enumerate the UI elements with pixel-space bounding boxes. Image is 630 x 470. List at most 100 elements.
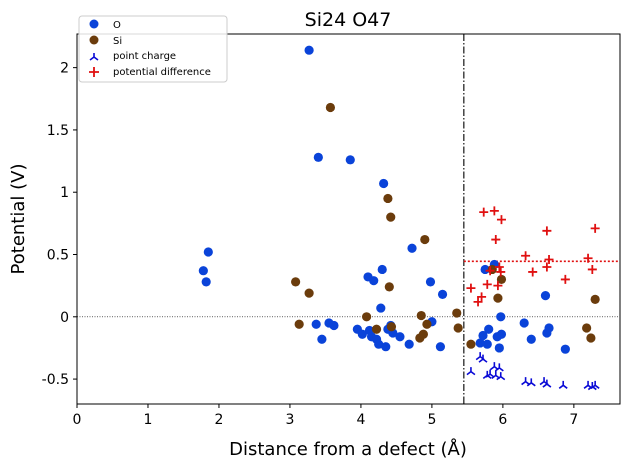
legend-label-o: O [113,20,121,31]
data-point [304,45,314,55]
data-point [435,342,446,352]
plot-background [77,34,620,404]
data-point [482,279,492,289]
legend-marker-si [89,35,99,45]
y-tick-label: 2 [60,61,69,77]
legend-box [78,15,228,83]
data-point [329,320,339,331]
legend-entry-point-charge: point charge [89,51,176,62]
data-point [528,267,538,277]
x-axis-title: Distance from a defect (Å) [229,438,467,460]
data-point [542,262,552,272]
data-point [582,323,592,333]
x-tick-label: 4 [356,412,365,428]
data-point [526,378,536,387]
data-point [395,332,405,342]
data-point [496,215,506,225]
data-point [484,324,494,334]
data-point [560,344,570,354]
y-tick-label: 1 [60,185,69,201]
x-tick-label: 7 [569,412,578,428]
data-point [383,193,393,204]
legend-label-potential-difference: potential difference [113,67,211,78]
data-point [345,155,355,165]
legend-marker-o [89,19,99,29]
data-point [478,354,488,363]
data-point [586,333,596,343]
data-point [590,294,600,304]
data-point [519,318,529,328]
data-point [485,266,495,276]
plot-area [76,33,621,405]
data-point [466,367,476,376]
data-point [425,277,436,287]
data-point [493,281,503,291]
y-tick-label: 0.5 [47,248,69,264]
data-point [494,343,504,353]
data-point [542,226,552,236]
data-point [466,339,476,349]
legend-label-point-charge: point charge [113,51,176,62]
x-tick-label: 2 [214,412,223,428]
data-point [558,380,568,389]
chart-title: Si24 O47 [305,9,392,31]
data-point [362,312,372,322]
data-point [422,319,432,329]
data-point [473,297,483,307]
data-point [313,152,323,162]
data-point [453,323,463,333]
data-point [386,212,396,222]
data-point [560,274,570,284]
data-point [304,288,314,298]
data-point [466,283,476,293]
data-point [479,207,489,217]
data-point [540,291,551,301]
y-tick-label: -0.5 [42,372,69,388]
x-tick-label: 0 [73,412,82,428]
data-point [311,319,321,329]
x-tick-label: 5 [427,412,436,428]
data-point [496,267,506,277]
data-point [583,253,593,263]
data-point [386,322,397,332]
data-point [374,339,384,349]
legend-entry-o: O [89,19,121,31]
data-point [526,334,536,344]
x-tick-label: 1 [144,412,153,428]
y-axis-title: Potential (V) [8,164,29,275]
data-point [475,338,485,348]
legend-marker-point-charge [89,53,99,61]
data-point [590,380,600,389]
y-axis: -0.5 0 0.5 1 1.5 2 [42,61,77,388]
data-point [489,206,499,216]
x-axis: 0 1 2 3 4 5 6 7 [73,404,578,428]
data-point [325,102,335,113]
data-point [291,277,301,287]
x-tick-label: 6 [498,412,507,428]
data-point [376,303,386,313]
data-point [491,235,501,245]
data-point [371,324,382,334]
data-point [494,262,504,272]
data-point [493,293,503,303]
data-point [544,323,554,333]
data-point [587,264,597,274]
data-point [404,339,414,349]
data-point [203,247,213,257]
data-point [496,329,507,339]
legend-label-si: Si [113,36,122,47]
data-point [201,277,211,287]
legend-marker-potential-difference [89,67,99,77]
legend-entry-si: Si [89,35,122,47]
data-point [544,254,554,264]
data-point [379,178,389,189]
data-point [477,292,487,302]
data-point [496,372,506,381]
series-point-charge [466,352,600,391]
series-si [291,102,600,349]
data-point [198,266,208,276]
data-point [418,329,428,339]
data-point [294,319,304,329]
plot-frame [76,33,621,405]
